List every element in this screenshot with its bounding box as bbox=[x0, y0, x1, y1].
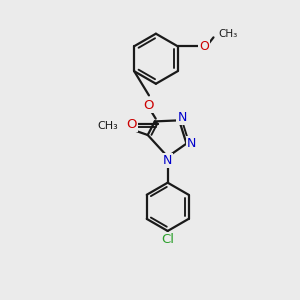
Text: O: O bbox=[144, 99, 154, 112]
Text: N: N bbox=[187, 137, 196, 150]
Text: O: O bbox=[199, 40, 209, 53]
Text: O: O bbox=[126, 118, 136, 131]
Text: CH₃: CH₃ bbox=[218, 29, 237, 39]
Text: Cl: Cl bbox=[161, 233, 174, 246]
Text: CH₃: CH₃ bbox=[98, 121, 118, 131]
Text: N: N bbox=[177, 112, 187, 124]
Text: N: N bbox=[162, 154, 172, 167]
